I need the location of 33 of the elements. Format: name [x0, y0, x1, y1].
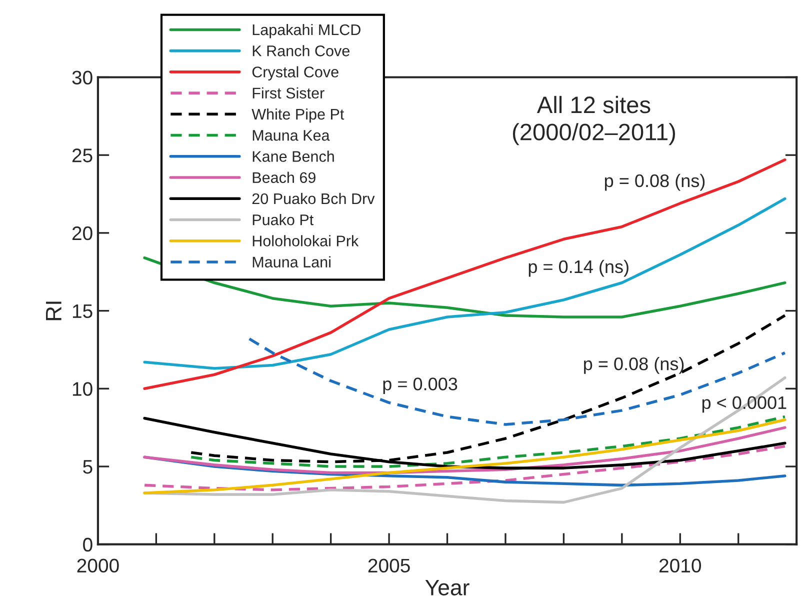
- legend-label: First Sister: [252, 87, 324, 99]
- y-axis-title: RI: [46, 302, 62, 320]
- legend-label: Kane Bench: [252, 150, 334, 162]
- legend-label: 20 Puako Bch Drv: [252, 192, 375, 204]
- y-tick-label: 15: [72, 304, 92, 318]
- legend-label: K Ranch Cove: [252, 45, 350, 56]
- x-tick-label: 2000: [77, 558, 119, 573]
- text: All 12 sites (2000/02–2011): [512, 96, 676, 146]
- line-series: [248, 337, 786, 426]
- line-series: [143, 444, 786, 492]
- y-tick-label: 10: [72, 382, 92, 396]
- annotation: p < 0.0001: [702, 396, 786, 413]
- legend-label: Crystal Cove: [252, 66, 338, 80]
- legend-label: Mauna Kea: [252, 130, 330, 141]
- legend-label: Mauna Lani: [252, 256, 330, 268]
- legend-label: Puako Pt: [252, 214, 314, 226]
- annotation: p = 0.14 (ns): [528, 260, 628, 277]
- y-tick-label: 0: [83, 538, 92, 552]
- x-tick-label: 2010: [659, 558, 702, 573]
- legend-label: Lapakahi MLCD: [252, 24, 360, 38]
- annotation: p = 0.08 (ns): [604, 174, 705, 191]
- y-tick-label: 5: [83, 460, 92, 474]
- annotation: p = 0.003: [383, 378, 458, 394]
- annotation: p = 0.08 (ns): [584, 357, 684, 374]
- legend-label: Beach 69: [252, 172, 316, 184]
- y-tick-label: 30: [72, 70, 92, 84]
- line-series: [143, 418, 786, 494]
- y-tick-label: 20: [72, 226, 92, 240]
- y-tick-label: 25: [72, 148, 92, 162]
- legend-label: White Pipe Pt: [252, 108, 344, 123]
- x-axis-title: Year: [425, 580, 470, 596]
- legend-label: Holoholokai Prk: [252, 235, 359, 246]
- x-tick-label: 2005: [368, 558, 410, 573]
